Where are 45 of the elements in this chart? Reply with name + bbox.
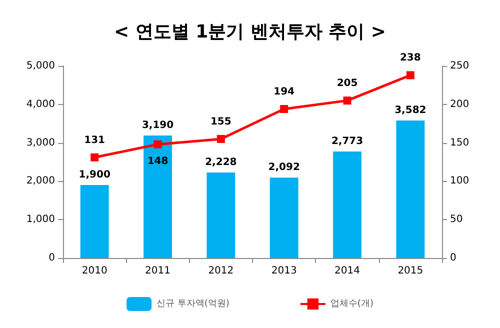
y2-tick-label: 50	[450, 214, 463, 226]
chart-title: < 연도별 1분기 벤처투자 추이 >	[114, 22, 386, 42]
y-tick-label: 0	[48, 252, 55, 264]
x-tick-label: 2010	[82, 266, 108, 276]
point	[280, 105, 288, 114]
y-tick-label: 2,000	[26, 176, 55, 187]
point	[154, 140, 162, 148]
data-label: 3,190	[142, 120, 174, 132]
x-tick-label: 2015	[398, 266, 424, 276]
data-label: 2,773	[331, 136, 364, 148]
data-label: 238	[400, 52, 421, 64]
legend-label: 신규 투자액(억원)	[156, 299, 230, 309]
data-label: 205	[336, 78, 358, 90]
x-tick-label: 2014	[334, 266, 360, 276]
y2-tick-label: 0	[450, 252, 456, 264]
data-label: 2,228	[205, 156, 237, 168]
data-label: 194	[274, 86, 295, 98]
point	[90, 153, 99, 162]
bar	[144, 136, 172, 258]
data-label: 155	[210, 116, 232, 128]
y-tick-label: 1,000	[26, 214, 55, 226]
data-label: 131	[84, 134, 106, 146]
y2-tick-label: 250	[450, 60, 470, 72]
bar	[333, 152, 362, 258]
data-label: 1,900	[78, 170, 110, 181]
x-tick-label: 2011	[145, 266, 170, 276]
y2-tick-label: 150	[450, 137, 470, 148]
x-tick-label: 2012	[208, 266, 234, 276]
point	[343, 96, 352, 105]
y-tick-label: 4,000	[26, 98, 55, 110]
point	[406, 71, 414, 80]
y-tick-label: 5,000	[26, 60, 55, 72]
data-label: 148	[147, 156, 168, 167]
point	[216, 134, 225, 143]
y2-tick-label: 100	[450, 176, 470, 187]
y2-tick-label: 200	[450, 98, 470, 110]
bar	[396, 120, 425, 258]
bar	[270, 178, 298, 258]
x-tick-label: 2013	[271, 266, 297, 276]
bar	[80, 185, 109, 258]
data-label: 3,582	[394, 104, 426, 116]
data-label: 2,092	[268, 162, 300, 174]
bar	[206, 172, 236, 258]
y-tick-label: 3,000	[26, 137, 55, 148]
legend-label: 업체수(개)	[330, 299, 374, 309]
